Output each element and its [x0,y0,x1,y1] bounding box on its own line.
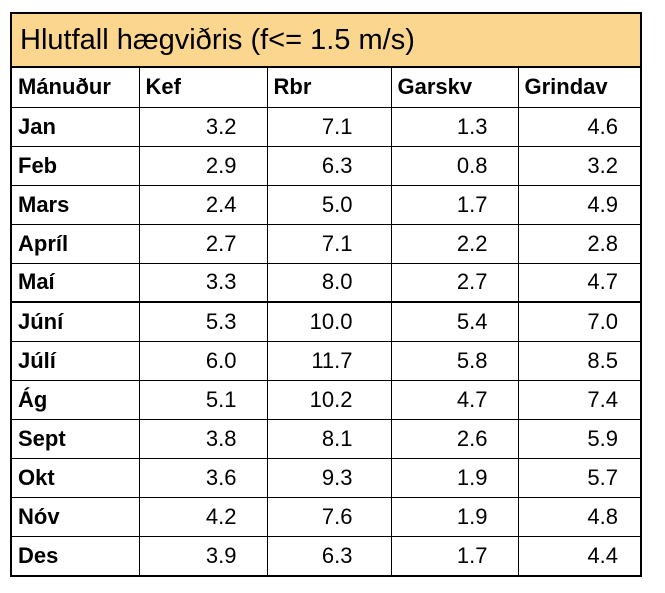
cell-month: Maí [12,262,140,303]
cell-rbr: 6.3 [266,145,392,186]
table-row: Jan 3.2 7.1 1.3 4.6 [12,107,640,147]
cell-rbr: 10.2 [266,379,392,420]
table-row: Des 3.9 6.3 1.7 4.4 [12,535,640,575]
column-header-rbr: Rbr [266,68,392,108]
cell-garskv: 0.8 [390,145,519,186]
table-row: Júlí 6.0 11.7 5.8 8.5 [12,340,640,381]
table-row: Apríl 2.7 7.1 2.2 2.8 [12,223,640,264]
cell-grindav: 2.8 [517,223,640,264]
cell-kef: 3.2 [138,107,268,147]
cell-month: Okt [12,457,140,498]
cell-grindav: 8.5 [517,340,640,381]
cell-grindav: 7.0 [517,301,640,342]
table-row: Okt 3.6 9.3 1.9 5.7 [12,457,640,498]
cell-garskv: 2.7 [390,262,519,303]
table-body: Jan 3.2 7.1 1.3 4.6 Feb 2.9 6.3 0.8 3.2 Mars 2.4 5.0… [12,107,640,575]
cell-kef: 2.9 [138,145,268,186]
cell-kef: 3.3 [138,262,268,303]
cell-garskv: 5.8 [390,340,519,381]
cell-rbr: 8.0 [266,262,392,303]
table-row: Maí 3.3 8.0 2.7 4.7 [12,262,640,303]
cell-garskv: 1.9 [390,496,519,537]
cell-rbr: 5.0 [266,184,392,225]
cell-kef: 3.8 [138,418,268,459]
cell-garskv: 1.3 [390,107,519,147]
cell-month: Feb [12,145,140,186]
table-row: Júní 5.3 10.0 5.4 7.0 [12,301,640,342]
cell-grindav: 4.6 [517,107,640,147]
cell-kef: 6.0 [138,340,268,381]
cell-garskv: 1.7 [390,535,519,575]
column-header-month: Mánuður [12,68,140,108]
cell-garskv: 2.6 [390,418,519,459]
cell-grindav: 4.4 [517,535,640,575]
cell-kef: 4.2 [138,496,268,537]
column-header-kef: Kef [138,68,268,108]
cell-month: Jan [12,107,140,147]
cell-rbr: 8.1 [266,418,392,459]
header-row: Mánuður Kef Rbr Garskv Grindav [12,68,640,108]
cell-month: Júlí [12,340,140,381]
cell-rbr: 9.3 [266,457,392,498]
table-row: Mars 2.4 5.0 1.7 4.9 [12,184,640,225]
cell-grindav: 5.9 [517,418,640,459]
cell-month: Mars [12,184,140,225]
column-header-garskv: Garskv [390,68,519,108]
cell-month: Nóv [12,496,140,537]
cell-month: Apríl [12,223,140,264]
weather-table-sheet: Hlutfall hægviðris (f<= 1.5 m/s) Mánuður… [10,12,642,577]
cell-garskv: 1.7 [390,184,519,225]
cell-kef: 5.3 [138,301,268,342]
cell-rbr: 10.0 [266,301,392,342]
cell-rbr: 7.1 [266,107,392,147]
cell-garskv: 1.9 [390,457,519,498]
cell-rbr: 7.6 [266,496,392,537]
cell-kef: 3.9 [138,535,268,575]
table-row: Ág 5.1 10.2 4.7 7.4 [12,379,640,420]
cell-month: Des [12,535,140,575]
cell-grindav: 3.2 [517,145,640,186]
cell-garskv: 4.7 [390,379,519,420]
cell-grindav: 4.8 [517,496,640,537]
cell-grindav: 4.7 [517,262,640,303]
table-row: Nóv 4.2 7.6 1.9 4.8 [12,496,640,537]
cell-grindav: 7.4 [517,379,640,420]
cell-kef: 3.6 [138,457,268,498]
column-header-grindav: Grindav [517,68,640,108]
cell-grindav: 4.9 [517,184,640,225]
cell-grindav: 5.7 [517,457,640,498]
cell-month: Ág [12,379,140,420]
cell-rbr: 11.7 [266,340,392,381]
cell-rbr: 7.1 [266,223,392,264]
cell-kef: 2.7 [138,223,268,264]
table-title: Hlutfall hægviðris (f<= 1.5 m/s) [20,23,415,56]
table-row: Sept 3.8 8.1 2.6 5.9 [12,418,640,459]
cell-garskv: 2.2 [390,223,519,264]
cell-garskv: 5.4 [390,301,519,342]
cell-kef: 2.4 [138,184,268,225]
cell-month: Júní [12,301,140,342]
data-table: Mánuður Kef Rbr Garskv Grindav Jan 3.2 7.1… [12,68,640,575]
table-title-row: Hlutfall hægviðris (f<= 1.5 m/s) [12,14,640,68]
cell-month: Sept [12,418,140,459]
table-row: Feb 2.9 6.3 0.8 3.2 [12,145,640,186]
cell-rbr: 6.3 [266,535,392,575]
cell-kef: 5.1 [138,379,268,420]
